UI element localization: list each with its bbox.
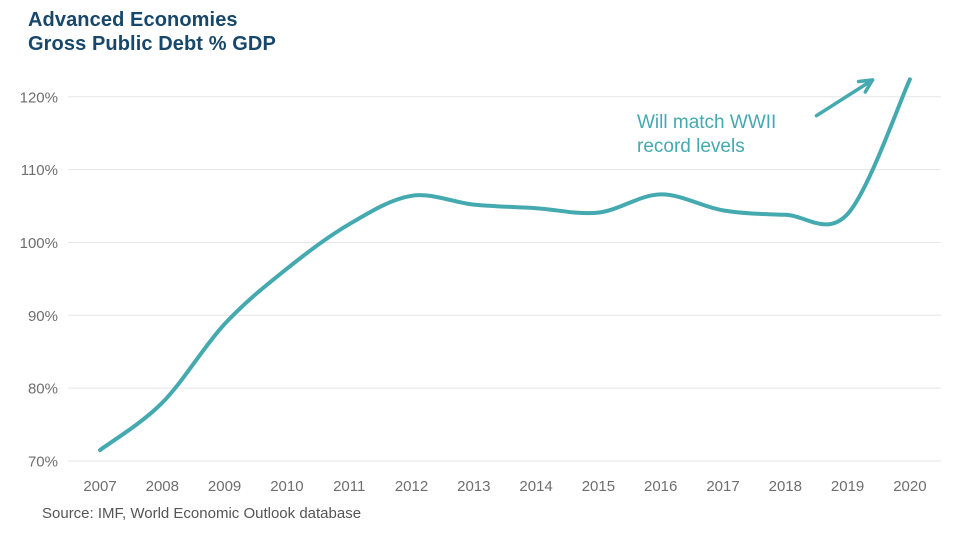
x-axis-tick-label: 2020 bbox=[893, 478, 926, 495]
annotation-will-match-wwii: Will match WWII record levels bbox=[637, 111, 776, 159]
x-axis-tick-label: 2007 bbox=[83, 478, 116, 495]
x-axis-tick-label: 2015 bbox=[582, 478, 615, 495]
annotation-arrowhead-icon bbox=[856, 78, 875, 94]
x-axis-tick-label: 2012 bbox=[395, 478, 428, 495]
y-axis-tick-label: 120% bbox=[20, 89, 58, 106]
annotation-arrow-shaft bbox=[814, 78, 875, 118]
debt-line-series bbox=[98, 77, 912, 453]
y-axis-tick-label: 70% bbox=[28, 454, 58, 471]
y-axis-tick-label: 110% bbox=[21, 162, 58, 179]
x-axis-tick-label: 2011 bbox=[333, 478, 365, 495]
x-axis-tick-label: 2016 bbox=[644, 478, 677, 495]
x-axis-tick-label: 2010 bbox=[270, 478, 303, 495]
x-axis-tick-label: 2019 bbox=[831, 478, 864, 495]
x-axis-tick-label: 2018 bbox=[769, 478, 802, 495]
x-axis-tick-label: 2014 bbox=[519, 478, 552, 495]
y-axis-tick-label: 80% bbox=[28, 381, 58, 398]
annotation-line-1: Will match WWII bbox=[637, 112, 777, 133]
chart-title: Advanced Economies Gross Public Debt % G… bbox=[28, 8, 276, 56]
x-axis-tick-label: 2013 bbox=[457, 478, 490, 495]
x-axis-tick-label: 2017 bbox=[706, 478, 739, 495]
x-axis-tick-label: 2008 bbox=[146, 478, 179, 495]
y-axis-tick-label: 100% bbox=[20, 235, 58, 252]
annotation-line-2: record levels bbox=[637, 136, 745, 157]
chart-title-line-1: Advanced Economies bbox=[28, 9, 238, 31]
source-text: Source: IMF, World Economic Outlook data… bbox=[42, 505, 362, 522]
chart-title-line-2: Gross Public Debt % GDP bbox=[28, 33, 276, 55]
x-axis-tick-label: 2009 bbox=[208, 478, 241, 495]
y-axis-tick-label: 90% bbox=[28, 308, 58, 325]
